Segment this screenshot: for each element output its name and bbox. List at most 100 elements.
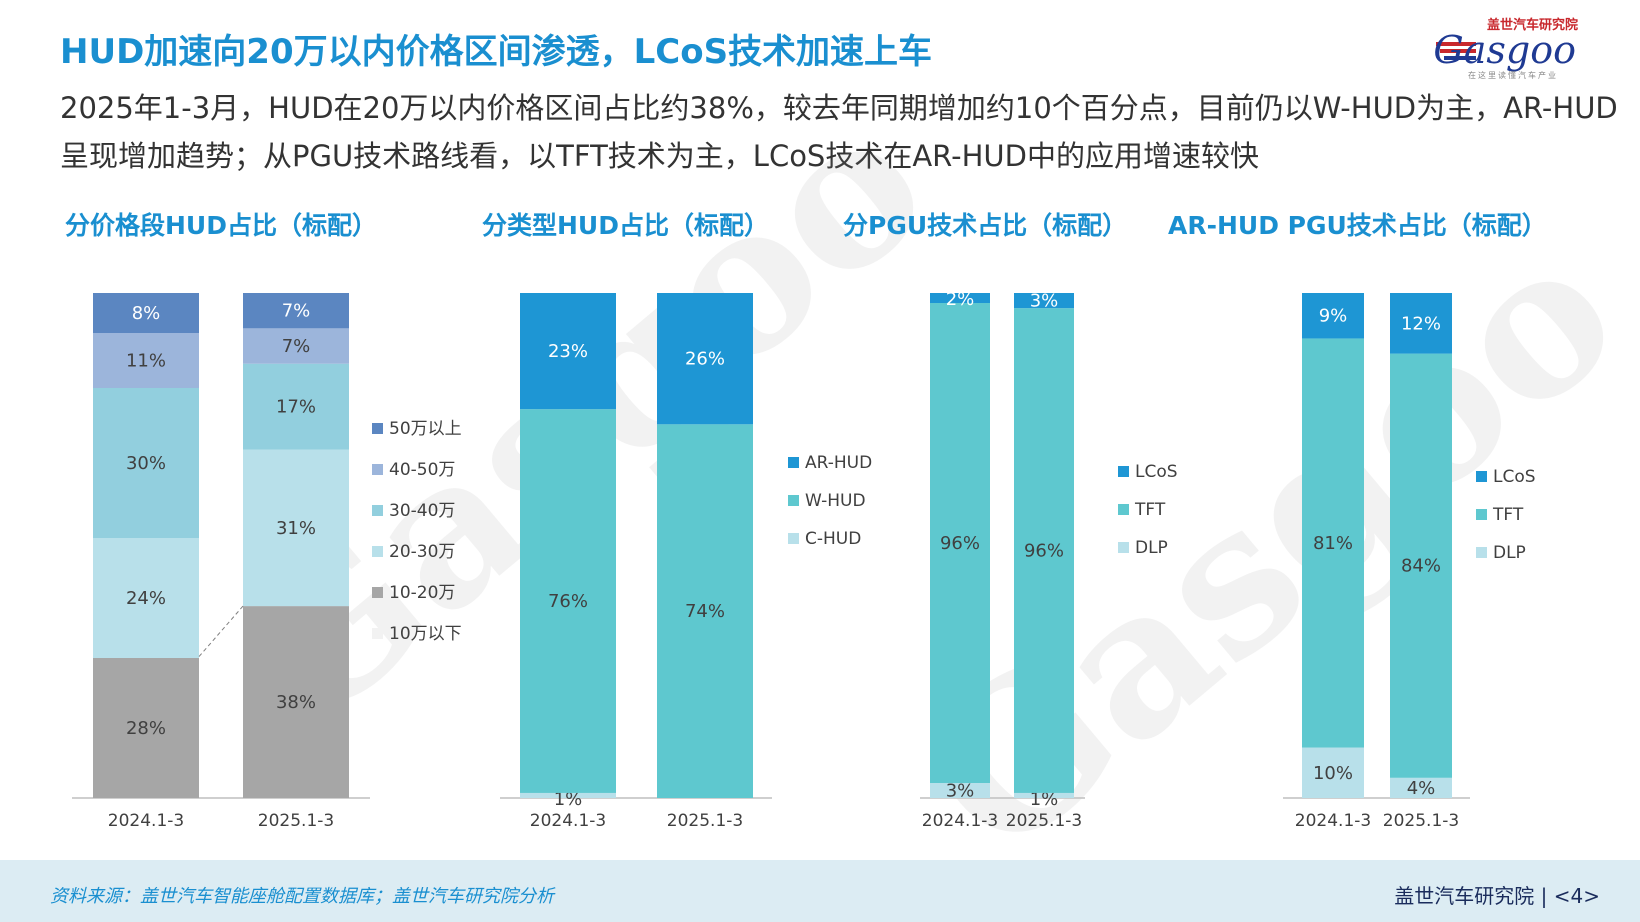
gasgoo-logo: 盖世汽车研究院 Gasgoo 在这里读懂汽车产业: [1428, 14, 1598, 82]
bar-segment-LCoS: [1302, 293, 1364, 339]
bar-segment-50万以上: [93, 293, 199, 333]
footer-org: 盖世汽车研究院: [1394, 884, 1535, 908]
data-label: 8%: [132, 303, 161, 324]
footer-page-number: <4>: [1553, 884, 1600, 908]
data-label: 23%: [548, 341, 588, 362]
legend-label: 50万以上: [389, 419, 462, 439]
bar-segment-W-HUD: [520, 409, 616, 793]
chart-title-arhud-pgu: AR-HUD PGU技术占比（标配）: [1168, 211, 1547, 240]
data-label: 17%: [276, 397, 316, 418]
legend-label: 40-50万: [389, 460, 455, 480]
logo-cn-text: 盖世汽车研究院: [1486, 18, 1578, 33]
x-tick-label: 2025.1-3: [1383, 811, 1459, 831]
bar-segment-AR-HUD: [520, 293, 616, 410]
page-title: HUD加速向20万以内价格区间渗透，LCoS技术加速上车: [60, 32, 933, 72]
legend-label: TFT: [1492, 505, 1524, 525]
data-label: 84%: [1401, 556, 1441, 577]
data-label: 9%: [1319, 306, 1348, 327]
legend-label: DLP: [1135, 538, 1168, 558]
bar-segment-DLP: [1302, 747, 1364, 798]
chart-title-pgu: 分PGU技术占比（标配）: [843, 211, 1128, 240]
data-label: 28%: [126, 718, 166, 739]
data-label: 30%: [126, 453, 166, 474]
chart-pgu-tech: 3% 96% 2% 2024.1-3 1% 96% 3% 2025.1-3 LCoS TFT DLP: [920, 289, 1178, 831]
legend-label: TFT: [1134, 500, 1166, 520]
legend-label: LCoS: [1135, 462, 1178, 482]
legend-swatch: [1476, 547, 1487, 558]
legend-swatch: [372, 423, 383, 434]
legend-label: DLP: [1493, 543, 1526, 563]
x-tick-label: 2024.1-3: [922, 811, 998, 831]
bar-segment-LCoS: [1390, 293, 1452, 354]
bar-segment-DLP: [930, 783, 990, 798]
legend-swatch: [788, 533, 799, 544]
x-tick-label: 2025.1-3: [1006, 811, 1082, 831]
x-tick-label: 2024.1-3: [108, 811, 184, 831]
data-label: 7%: [282, 336, 311, 357]
legend-swatch: [1118, 466, 1129, 477]
bar-segment-TFT: [1014, 308, 1074, 793]
bar-segment-40-50万: [243, 328, 349, 364]
legend-label: 20-30万: [389, 542, 455, 562]
data-label: 1%: [554, 789, 583, 810]
data-label: 2%: [946, 289, 975, 310]
data-label: 11%: [126, 351, 166, 372]
legend-label: 30-40万: [389, 501, 455, 521]
legend-label: W-HUD: [805, 491, 866, 511]
data-label: 31%: [276, 518, 316, 539]
bar-segment-30-40万: [93, 388, 199, 538]
chart-arhud-pgu-tech: 10% 81% 9% 2024.1-3 4% 84% 12% 2025.1-3 LCoS TFT D…: [1283, 293, 1536, 831]
legend-swatch: [788, 457, 799, 468]
legend-swatch: [1118, 504, 1129, 515]
bar-segment-LCoS: [930, 293, 990, 303]
legend-swatch: [788, 495, 799, 506]
legend-swatch: [1118, 542, 1129, 553]
data-label: 4%: [1407, 778, 1436, 799]
logo-en-text: Gasgoo: [1433, 28, 1576, 72]
bar-segment-40-50万: [93, 333, 199, 388]
page-subtitle: 2025年1-3月，HUD在20万以内价格区间占比约38%，较去年同期增加约10…: [60, 91, 1618, 173]
data-label: 3%: [946, 781, 975, 802]
bar-segment-TFT: [930, 303, 990, 783]
data-label: 26%: [685, 349, 725, 370]
data-label: 7%: [282, 301, 311, 322]
x-tick-label: 2025.1-3: [667, 811, 743, 831]
data-label: 1%: [1030, 789, 1059, 810]
legend-swatch: [1476, 509, 1487, 520]
data-label: 81%: [1313, 533, 1353, 554]
data-label: 10%: [1313, 763, 1353, 784]
legend-swatch: [372, 628, 383, 639]
logo-stripes-icon: [1436, 42, 1476, 60]
chart-price-segment: 28% 24% 30% 11% 8% 2024.1-3 38% 31% 17% 7% 7% 2025.…: [72, 293, 462, 831]
legend-swatch: [372, 505, 383, 516]
data-label: 96%: [940, 533, 980, 554]
bar-segment-TFT: [1390, 353, 1452, 778]
legend-label: AR-HUD: [805, 453, 872, 473]
logo-tagline: 在这里读懂汽车产业: [1468, 71, 1558, 80]
bar-segment-AR-HUD: [657, 293, 753, 425]
footer-bar: [0, 860, 1640, 922]
data-label: 12%: [1401, 313, 1441, 334]
bar-segment-20-30万: [93, 538, 199, 658]
legend-label: C-HUD: [805, 529, 861, 549]
bar-segment-DLP: [1014, 792, 1074, 798]
footer-source: 资料来源：盖世汽车智能座舱配置数据库；盖世汽车研究院分析: [50, 886, 554, 907]
chart-title-type: 分类型HUD占比（标配）: [482, 211, 769, 240]
legend-label: 10万以下: [389, 624, 462, 644]
legend-swatch: [372, 546, 383, 557]
legend-swatch: [372, 587, 383, 598]
chart-title-price: 分价格段HUD占比（标配）: [65, 211, 377, 240]
bar-segment-C-HUD: [520, 792, 616, 798]
data-label: 24%: [126, 588, 166, 609]
bar-segment-TFT: [1302, 338, 1364, 748]
x-tick-label: 2024.1-3: [530, 811, 606, 831]
data-label: 74%: [685, 601, 725, 622]
footer-separator: |: [1540, 884, 1554, 908]
data-label: 96%: [1024, 541, 1064, 562]
footer-page-info: 盖世汽车研究院 | <4>: [1394, 880, 1600, 909]
bar-segment-LCoS: [1014, 293, 1074, 309]
data-label: 38%: [276, 692, 316, 713]
bar-segment-10-20万: [243, 606, 349, 798]
legend-swatch: [1476, 471, 1487, 482]
bar-segment-50万以上: [243, 293, 349, 329]
